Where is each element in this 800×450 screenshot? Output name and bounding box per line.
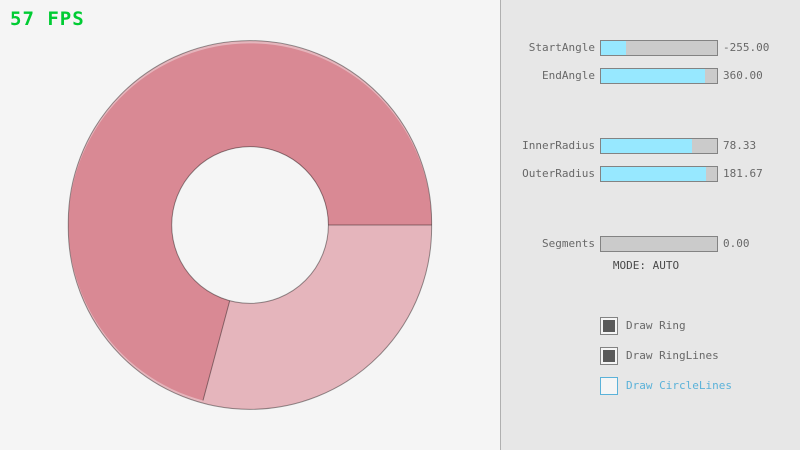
start-angle-slider[interactable] [600,40,718,56]
outer-radius-label: OuterRadius [522,167,595,180]
slider-fill [601,41,627,55]
checkbox-draw-ring[interactable]: Draw Ring [600,317,800,335]
slider-row-segments: Segments 0.00 [501,236,800,252]
checkbox-label: Draw CircleLines [626,379,732,392]
slider-fill [601,69,706,83]
checkbox-draw-circle-lines[interactable]: Draw CircleLines [600,377,800,395]
checkbox-box[interactable] [600,377,618,395]
slider-row-outer-radius: OuterRadius 181.67 [501,166,800,182]
segments-label: Segments [542,237,595,250]
end-angle-slider[interactable] [600,68,718,84]
outer-radius-slider[interactable] [600,166,718,182]
start-angle-value: -255.00 [723,41,770,54]
fps-counter: 57 FPS [10,8,85,30]
segments-slider[interactable] [600,236,718,252]
control-panel: StartAngle -255.00 EndAngle 360.00 Inner… [500,0,800,450]
slider-fill [601,139,692,153]
outer-radius-value: 181.67 [723,167,763,180]
checkbox-box[interactable] [600,347,618,365]
inner-radius-value: 78.33 [723,139,757,152]
slider-row-start-angle: StartAngle -255.00 [501,40,800,56]
end-angle-label: EndAngle [542,69,595,82]
checkbox-box[interactable] [600,317,618,335]
inner-radius-slider[interactable] [600,138,718,154]
checkbox-label: Draw RingLines [626,349,719,362]
slider-fill [601,167,707,181]
mode-label: MODE: AUTO [612,259,680,272]
slider-row-end-angle: EndAngle 360.00 [501,68,800,84]
inner-radius-label: InnerRadius [522,139,595,152]
start-angle-label: StartAngle [528,41,595,54]
segments-value: 0.00 [723,237,750,250]
end-angle-value: 360.00 [723,69,763,82]
slider-row-inner-radius: InnerRadius 78.33 [501,138,800,154]
checkbox-label: Draw Ring [626,319,686,332]
ring-donut-render [67,40,433,410]
checkbox-draw-ring-lines[interactable]: Draw RingLines [600,347,800,365]
